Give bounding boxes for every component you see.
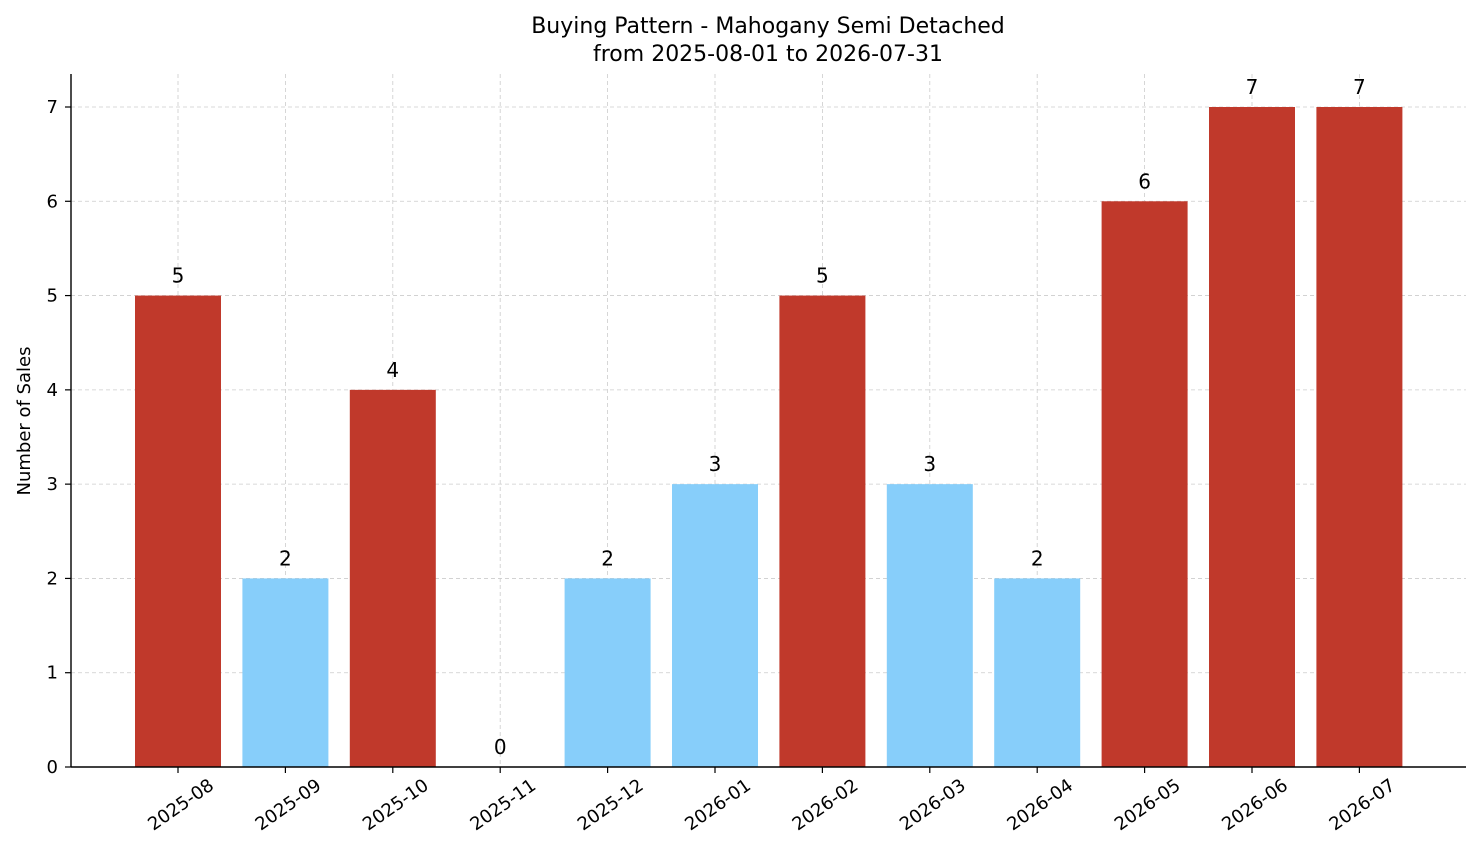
y-tick-label: 6 — [47, 191, 58, 212]
bar-2026-06 — [1209, 107, 1295, 767]
y-tick-label: 4 — [47, 380, 58, 401]
bar-2026-02 — [779, 295, 866, 767]
x-tick-label: 2026-04 — [1003, 775, 1077, 835]
data-label-2025-08: 5 — [172, 264, 185, 288]
x-tick-label: 2026-03 — [896, 775, 970, 835]
y-tick-label: 2 — [47, 568, 58, 589]
y-tick-label: 5 — [47, 286, 58, 307]
data-label-2025-09: 2 — [279, 546, 292, 570]
bar-2025-12 — [564, 578, 651, 767]
x-tick-label: 2025-09 — [252, 775, 326, 835]
bars — [135, 107, 1403, 768]
bar-2025-09 — [242, 578, 329, 767]
x-tick-label: 2026-06 — [1218, 775, 1292, 835]
bar-2026-07 — [1316, 107, 1403, 767]
x-ticks: 2025-08 2025-09 2025-10 2025-11 2025-12 2026-… — [144, 767, 1399, 835]
x-tick-label: 2025-08 — [144, 775, 218, 835]
chart-title: Buying Pattern - Mahogany Semi Detached — [531, 14, 1005, 39]
data-label-2026-07: 7 — [1353, 75, 1366, 99]
x-tick-label: 2026-01 — [681, 775, 755, 835]
data-label-2026-06: 7 — [1246, 75, 1259, 99]
y-tick-label: 7 — [47, 97, 58, 118]
data-label-2026-01: 3 — [709, 452, 722, 476]
bar-2026-01 — [672, 484, 758, 767]
x-tick-label: 2025-12 — [574, 775, 648, 835]
y-axis-label: Number of Sales — [14, 346, 35, 495]
bar-2026-05 — [1101, 201, 1188, 768]
axes — [70, 74, 1466, 768]
y-tick-label: 0 — [47, 757, 58, 778]
x-tick-label: 2026-07 — [1326, 775, 1400, 835]
bar-2025-08 — [135, 295, 221, 767]
data-label-2025-12: 2 — [601, 546, 614, 570]
x-tick-label: 2025-10 — [359, 775, 433, 835]
data-label-2026-05: 6 — [1138, 169, 1151, 193]
bar-2026-04 — [994, 578, 1081, 767]
y-tick-label: 3 — [47, 474, 58, 495]
data-labels: 5 2 4 0 2 3 5 3 2 6 7 7 — [172, 75, 1366, 759]
bar-2026-03 — [886, 484, 973, 767]
x-tick-label: 2026-02 — [789, 775, 863, 835]
data-label-2025-10: 4 — [386, 358, 399, 382]
x-tick-label: 2026-05 — [1111, 775, 1185, 835]
y-tick-label: 1 — [47, 663, 58, 684]
data-label-2026-04: 2 — [1031, 546, 1044, 570]
x-tick-label: 2025-11 — [466, 775, 540, 835]
bar-2025-10 — [349, 389, 436, 767]
y-ticks: 0 1 2 3 4 5 6 7 — [47, 97, 71, 778]
data-label-2026-02: 5 — [816, 264, 829, 288]
chart-subtitle: from 2025-08-01 to 2026-07-31 — [593, 42, 943, 67]
data-label-2025-11: 0 — [494, 735, 507, 759]
data-label-2026-03: 3 — [923, 452, 936, 476]
